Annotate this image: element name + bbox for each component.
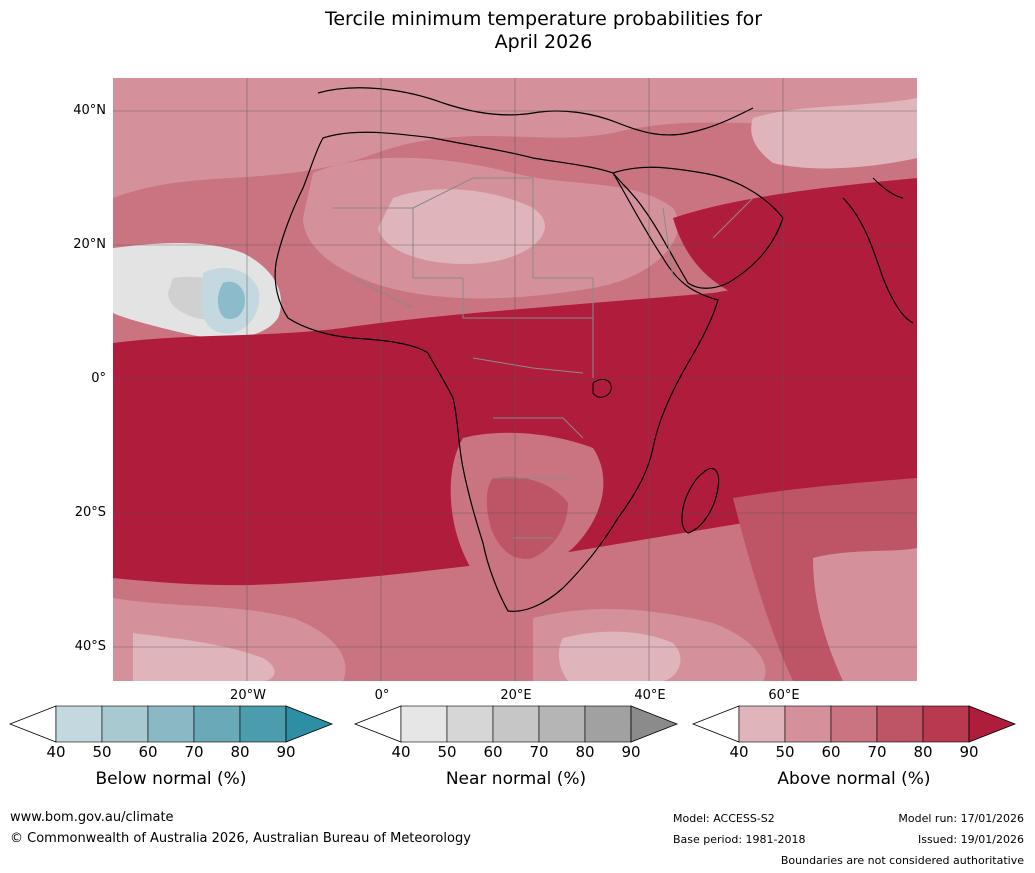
copyright-text: © Commonwealth of Australia 2026, Austra… bbox=[10, 831, 471, 846]
country-borders bbox=[333, 177, 754, 539]
lon-label-60e: 60°E bbox=[768, 688, 800, 703]
model-name: Model: ACCESS-S2 bbox=[673, 812, 775, 825]
below-tick-40: 40 bbox=[46, 743, 66, 761]
field-north-east-above-50 bbox=[751, 98, 917, 169]
above-normal-title: Above normal (%) bbox=[777, 769, 931, 789]
colorbar-near-seg-1 bbox=[400, 705, 448, 743]
lon-label-20e: 20°E bbox=[500, 688, 532, 703]
above-tick-60: 60 bbox=[821, 743, 841, 761]
india-coastline bbox=[842, 177, 914, 324]
africa-coastline bbox=[274, 131, 719, 612]
below-tick-70: 70 bbox=[184, 743, 204, 761]
colorbar-above bbox=[691, 705, 1017, 743]
above-tick-50: 50 bbox=[775, 743, 795, 761]
field-atlantic-below-70 bbox=[217, 281, 245, 320]
madagascar-coastline bbox=[681, 467, 720, 534]
below-tick-50: 50 bbox=[92, 743, 112, 761]
field-south-east-above-50 bbox=[558, 631, 681, 681]
field-arabia-above-90 bbox=[673, 178, 917, 295]
field-indian-ocean-above-60 bbox=[813, 548, 917, 681]
lon-label-20w: 20°W bbox=[230, 688, 266, 703]
colorbar-near-seg-2 bbox=[446, 705, 494, 743]
lat-label-0: 0° bbox=[91, 371, 106, 386]
above-tick-90: 90 bbox=[959, 743, 979, 761]
colorbar-near-seg-5 bbox=[584, 705, 632, 743]
title-line-2: April 2026 bbox=[494, 31, 593, 53]
below-normal-title: Below normal (%) bbox=[95, 769, 247, 789]
lon-label-40e: 40°E bbox=[634, 688, 666, 703]
below-tick-90: 90 bbox=[276, 743, 296, 761]
field-south-ocean-above-50 bbox=[133, 633, 275, 681]
lat-label-40s: 40°S bbox=[74, 639, 106, 654]
colorbar-below bbox=[8, 705, 334, 743]
lon-label-0: 0° bbox=[374, 688, 390, 703]
colorbar-above-seg-4 bbox=[876, 705, 924, 743]
colorbar-above-seg-3 bbox=[830, 705, 878, 743]
colorbar-below-seg-4 bbox=[193, 705, 241, 743]
below-tick-60: 60 bbox=[138, 743, 158, 761]
colorbar-above-seg-1 bbox=[738, 705, 786, 743]
colorbar-below-seg-1 bbox=[55, 705, 103, 743]
colorbar-near bbox=[353, 705, 679, 743]
near-tick-50: 50 bbox=[437, 743, 457, 761]
colorbar-below-high-end bbox=[285, 705, 334, 743]
map-title: Tercile minimum temperature probabilitie… bbox=[0, 8, 1035, 54]
above-tick-80: 80 bbox=[913, 743, 933, 761]
colorbar-above-seg-2 bbox=[784, 705, 832, 743]
above-tick-70: 70 bbox=[867, 743, 887, 761]
colorbar-near-low-end bbox=[353, 705, 402, 743]
near-tick-60: 60 bbox=[483, 743, 503, 761]
graticule bbox=[113, 78, 917, 681]
near-tick-90: 90 bbox=[621, 743, 641, 761]
colorbar-near-seg-4 bbox=[538, 705, 586, 743]
issued-date: Issued: 19/01/2026 bbox=[917, 833, 1024, 846]
colorbar-above-seg-5 bbox=[922, 705, 970, 743]
lat-label-40n: 40°N bbox=[73, 103, 106, 118]
base-period: Base period: 1981-2018 bbox=[673, 833, 806, 846]
colorbar-near-seg-3 bbox=[492, 705, 540, 743]
lat-label-20s: 20°S bbox=[74, 505, 106, 520]
colorbar-above-high-end bbox=[968, 705, 1017, 743]
colorbar-above-low-end bbox=[691, 705, 740, 743]
near-tick-40: 40 bbox=[391, 743, 411, 761]
below-tick-80: 80 bbox=[230, 743, 250, 761]
lake-victoria-coastline bbox=[592, 379, 612, 398]
above-tick-40: 40 bbox=[729, 743, 749, 761]
website-link[interactable]: www.bom.gov.au/climate bbox=[10, 810, 174, 825]
boundaries-disclaimer: Boundaries are not considered authoritat… bbox=[780, 854, 1024, 867]
model-run-date: Model run: 17/01/2026 bbox=[898, 812, 1024, 825]
near-tick-70: 70 bbox=[529, 743, 549, 761]
colorbar-below-seg-3 bbox=[147, 705, 195, 743]
lat-label-20n: 20°N bbox=[73, 237, 106, 252]
colorbar-below-seg-5 bbox=[239, 705, 287, 743]
colorbar-below-seg-2 bbox=[101, 705, 149, 743]
arabia-coastline bbox=[611, 166, 784, 289]
probability-map[interactable] bbox=[113, 78, 917, 681]
title-line-1: Tercile minimum temperature probabilitie… bbox=[324, 8, 763, 30]
colorbar-below-low-end bbox=[8, 705, 57, 743]
field-north-above-60 bbox=[113, 78, 917, 198]
colorbar-near-high-end bbox=[630, 705, 679, 743]
near-normal-title: Near normal (%) bbox=[445, 769, 587, 789]
near-tick-80: 80 bbox=[575, 743, 595, 761]
